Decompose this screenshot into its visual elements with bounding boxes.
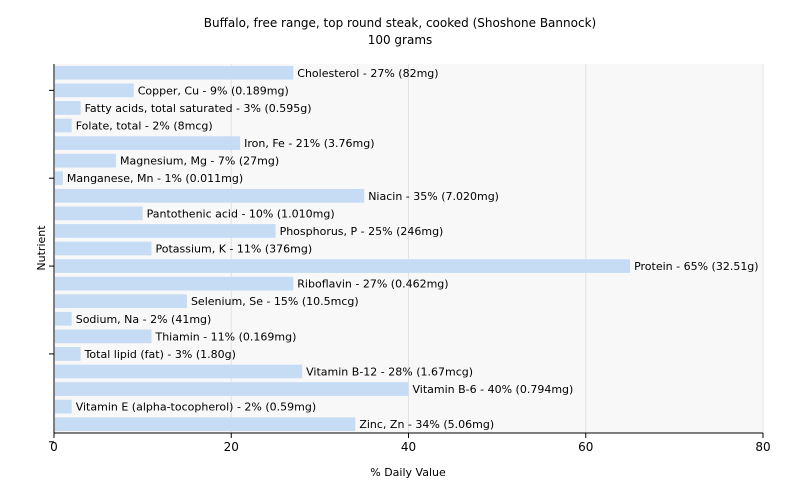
bar [55, 153, 117, 168]
bar [55, 188, 365, 203]
bar [55, 294, 187, 309]
bar-label: Iron, Fe - 21% (3.76mg) [244, 137, 374, 150]
bar-label: Niacin - 35% (7.020mg) [368, 190, 499, 203]
bar-label: Cholesterol - 27% (82mg) [297, 67, 438, 80]
bar [55, 259, 631, 273]
bar-label: Total lipid (fat) - 3% (1.80g) [84, 348, 236, 361]
bar [55, 347, 81, 361]
gridlines [230, 64, 764, 433]
bar [55, 206, 143, 221]
bar-label: Potassium, K - 11% (376mg) [155, 243, 312, 256]
bar-label: Thiamin - 11% (0.169mg) [154, 330, 296, 343]
chart-title: Buffalo, free range, top round steak, co… [203, 16, 597, 30]
bar-label: Selenium, Se - 15% (10.5mcg) [191, 295, 359, 308]
bar-label: Vitamin B-12 - 28% (1.67mcg) [306, 366, 473, 379]
x-tick-label: 40 [401, 440, 416, 454]
bar [55, 329, 152, 344]
x-axis-title: % Daily Value [370, 466, 446, 479]
bar-label: Copper, Cu - 9% (0.189mg) [138, 84, 289, 97]
axes: 0 20 40 60 80 [49, 64, 771, 454]
bar [55, 101, 81, 115]
bar-label: Protein - 65% (32.51g) [634, 260, 759, 273]
bar [55, 171, 63, 186]
bar [55, 399, 72, 414]
bar-label: Fatty acids, total saturated - 3% (0.595… [85, 102, 312, 115]
x-tick-label: 60 [578, 440, 593, 454]
y-axis-title: Nutrient [35, 225, 48, 271]
bar [55, 311, 72, 326]
bar-label: Zinc, Zn - 34% (5.06mg) [359, 418, 494, 431]
x-tick-label: 0 [50, 440, 58, 454]
bar [55, 276, 294, 291]
bar-label: Riboflavin - 27% (0.462mg) [297, 278, 448, 291]
x-tick-label: 80 [755, 440, 770, 454]
bar-label: Pantothenic acid - 10% (1.010mg) [147, 207, 335, 220]
bars: Cholesterol - 27% (82mg) Copper, Cu - 9% … [55, 65, 759, 432]
bar [55, 83, 134, 98]
bar-label: Magnesium, Mg - 7% (27mg) [120, 155, 279, 168]
bar-label: Vitamin B-6 - 40% (0.794mg) [413, 383, 574, 396]
chart-subtitle: 100 grams [367, 33, 433, 47]
bar [55, 224, 276, 238]
bar [55, 136, 241, 150]
x-tick-label: 20 [224, 440, 239, 454]
bar-label: Folate, total - 2% (8mcg) [76, 120, 213, 133]
bar [55, 118, 72, 133]
bar [55, 241, 152, 256]
bar [55, 417, 356, 432]
bar-label: Phosphorus, P - 25% (246mg) [280, 225, 444, 238]
bar-label: Sodium, Na - 2% (41mg) [76, 313, 212, 326]
bar-label: Manganese, Mn - 1% (0.011mg) [67, 172, 243, 185]
bar [55, 65, 294, 80]
bar [55, 364, 303, 379]
bar-label: Vitamin E (alpha-tocopherol) - 2% (0.59m… [76, 401, 316, 414]
bar [55, 382, 409, 396]
